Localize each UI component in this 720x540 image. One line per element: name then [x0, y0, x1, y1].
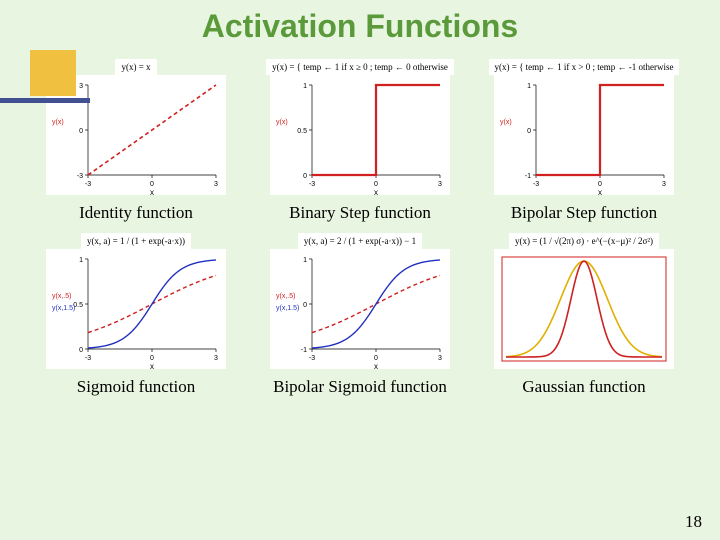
gaussian-plot [494, 249, 674, 369]
bipolar-sigmoid-cell: y(x, a) = 2 / (1 + exp(-a·x)) − 1 -3 0 3 -1… [252, 233, 468, 369]
identity-formula: y(x) = x [115, 59, 156, 75]
svg-text:x: x [150, 362, 154, 369]
svg-text:-3: -3 [309, 355, 315, 362]
svg-text:-3: -3 [77, 173, 83, 180]
svg-text:0: 0 [150, 181, 154, 188]
svg-text:1: 1 [303, 257, 307, 264]
svg-text:y(x,.5): y(x,.5) [52, 293, 71, 300]
page-title: Activation Functions [0, 0, 720, 45]
svg-text:1: 1 [79, 257, 83, 264]
sigmoid-formula: y(x, a) = 1 / (1 + exp(-a·x)) [81, 233, 191, 249]
function-grid: y(x) = x -303-303xy(x) y(x) = { temp ← 1… [0, 51, 720, 403]
svg-text:-3: -3 [533, 181, 539, 188]
svg-text:-3: -3 [85, 355, 91, 362]
identity-caption: Identity function [28, 199, 244, 229]
accent-block [30, 50, 76, 96]
svg-text:3: 3 [438, 181, 442, 188]
bipolar-sigmoid-caption: Bipolar Sigmoid function [252, 373, 468, 403]
svg-text:x: x [150, 188, 154, 195]
svg-text:3: 3 [438, 355, 442, 362]
svg-text:0: 0 [527, 128, 531, 135]
svg-text:3: 3 [214, 181, 218, 188]
svg-text:-1: -1 [525, 173, 531, 180]
svg-text:x: x [374, 188, 378, 195]
bipolar-sigmoid-formula: y(x, a) = 2 / (1 + exp(-a·x)) − 1 [298, 233, 422, 249]
bipolar-step-caption: Bipolar Step function [476, 199, 692, 229]
svg-text:3: 3 [214, 355, 218, 362]
svg-text:0: 0 [79, 128, 83, 135]
svg-text:1: 1 [527, 83, 531, 90]
accent-line [0, 98, 90, 103]
gaussian-formula: y(x) = (1 / √(2π) σ) · e^(−(x−μ)² / 2σ²) [509, 233, 659, 249]
svg-text:0: 0 [374, 355, 378, 362]
svg-text:-3: -3 [85, 181, 91, 188]
gaussian-cell: y(x) = (1 / √(2π) σ) · e^(−(x−μ)² / 2σ²) [476, 233, 692, 369]
svg-text:-1: -1 [301, 347, 307, 354]
svg-text:0: 0 [374, 181, 378, 188]
bipolar-step-plot: -3 0 3 -1 0 1 x y(x) [494, 75, 674, 195]
svg-text:0.5: 0.5 [297, 128, 307, 135]
svg-text:y(x): y(x) [276, 119, 288, 126]
svg-text:1: 1 [303, 83, 307, 90]
bipolar-sigmoid-plot: -3 0 3 -1 0 1 x y(x,.5) y(x,1.5) [270, 249, 450, 369]
sigmoid-plot: -30300.51xy(x,.5)y(x,1.5) [46, 249, 226, 369]
svg-text:0: 0 [303, 302, 307, 309]
svg-text:0: 0 [79, 347, 83, 354]
sigmoid-cell: y(x, a) = 1 / (1 + exp(-a·x)) -30300.51x… [28, 233, 244, 369]
sigmoid-caption: Sigmoid function [28, 373, 244, 403]
bipolar-step-cell: y(x) = { temp ← 1 if x > 0 ; temp ← -1 o… [476, 59, 692, 195]
svg-text:0: 0 [303, 173, 307, 180]
svg-text:0: 0 [598, 181, 602, 188]
svg-text:y(x): y(x) [500, 119, 512, 126]
binary-step-cell: y(x) = { temp ← 1 if x ≥ 0 ; temp ← 0 ot… [252, 59, 468, 195]
svg-text:y(x): y(x) [52, 119, 64, 126]
svg-text:-3: -3 [309, 181, 315, 188]
page-number: 18 [685, 512, 702, 532]
binary-step-formula: y(x) = { temp ← 1 if x ≥ 0 ; temp ← 0 ot… [266, 59, 454, 75]
svg-text:0: 0 [150, 355, 154, 362]
svg-text:y(x,.5): y(x,.5) [276, 293, 295, 300]
svg-text:y(x,1.5): y(x,1.5) [52, 305, 75, 312]
binary-step-caption: Binary Step function [252, 199, 468, 229]
svg-text:y(x,1.5): y(x,1.5) [276, 305, 299, 312]
gaussian-caption: Gaussian function [476, 373, 692, 403]
svg-text:3: 3 [79, 83, 83, 90]
binary-step-plot: -30300.51xy(x) [270, 75, 450, 195]
bipolar-step-formula: y(x) = { temp ← 1 if x > 0 ; temp ← -1 o… [489, 59, 680, 75]
svg-text:x: x [374, 362, 378, 369]
svg-text:3: 3 [662, 181, 666, 188]
svg-text:x: x [598, 188, 602, 195]
